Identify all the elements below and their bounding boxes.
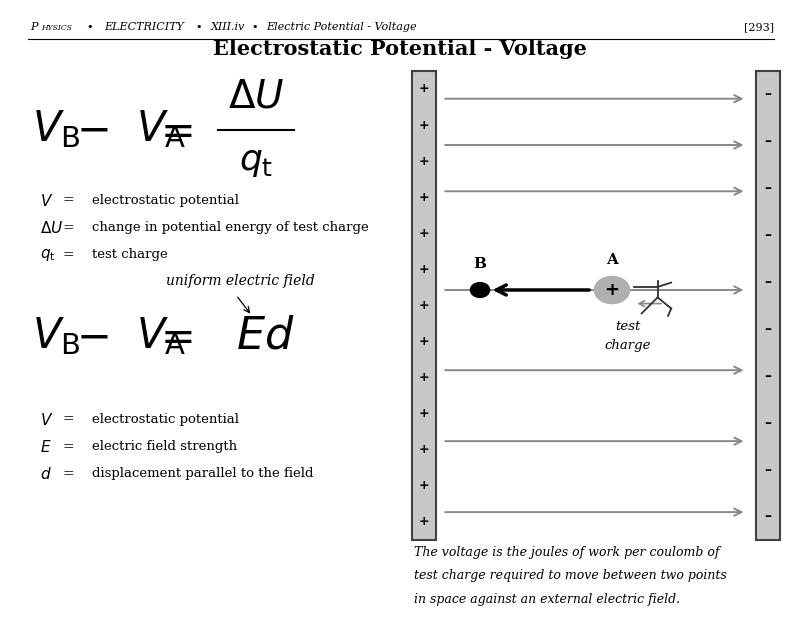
Text: +: + — [418, 443, 430, 456]
Text: $V$: $V$ — [40, 412, 54, 428]
Text: •: • — [195, 22, 202, 32]
Text: $-$: $-$ — [76, 315, 108, 357]
Text: +: + — [418, 371, 430, 384]
Text: $=$: $=$ — [152, 315, 192, 357]
Text: •: • — [86, 22, 93, 32]
Text: –: – — [765, 463, 771, 476]
Text: test: test — [615, 320, 641, 333]
Text: +: + — [418, 407, 430, 420]
Text: $E$: $E$ — [40, 439, 52, 455]
Text: –: – — [765, 181, 771, 195]
Text: =: = — [62, 467, 74, 481]
Text: ELECTRICITY: ELECTRICITY — [104, 22, 184, 32]
Text: electrostatic potential: electrostatic potential — [92, 194, 239, 207]
Text: $Ed$: $Ed$ — [236, 315, 294, 358]
Text: =: = — [62, 221, 74, 234]
Text: displacement parallel to the field: displacement parallel to the field — [92, 467, 314, 481]
Text: –: – — [765, 228, 771, 242]
Text: $-$: $-$ — [76, 109, 108, 151]
Text: +: + — [418, 299, 430, 312]
Text: B: B — [474, 257, 486, 271]
Circle shape — [594, 276, 630, 304]
Text: +: + — [418, 227, 430, 240]
Text: –: – — [765, 369, 771, 383]
Text: +: + — [418, 263, 430, 276]
Text: –: – — [765, 510, 771, 523]
Text: $V$: $V$ — [40, 193, 54, 209]
Text: $V_{\rm A}$: $V_{\rm A}$ — [136, 315, 186, 357]
Text: +: + — [418, 118, 430, 131]
Text: +: + — [418, 191, 430, 204]
Text: +: + — [418, 155, 430, 168]
Text: –: – — [765, 88, 771, 101]
Bar — [756, 71, 780, 540]
Text: $V_{\rm B}$: $V_{\rm B}$ — [32, 315, 80, 357]
Text: A: A — [606, 252, 618, 267]
Text: +: + — [418, 479, 430, 492]
Circle shape — [470, 283, 490, 297]
Text: +: + — [605, 281, 619, 299]
Text: $V_{\rm B}$: $V_{\rm B}$ — [32, 109, 80, 151]
Text: $q_{\rm t}$: $q_{\rm t}$ — [40, 247, 56, 263]
Text: –: – — [765, 322, 771, 336]
Text: =: = — [62, 413, 74, 426]
Text: XIII.iv: XIII.iv — [210, 22, 245, 32]
Text: +: + — [418, 335, 430, 348]
Text: =: = — [62, 440, 74, 453]
Text: uniform electric field: uniform electric field — [166, 274, 314, 288]
Text: +: + — [418, 515, 430, 528]
Text: +: + — [418, 83, 430, 96]
Text: =: = — [62, 248, 74, 262]
Text: HYSICS: HYSICS — [42, 24, 73, 32]
Text: [293]: [293] — [744, 22, 774, 32]
Text: The voltage is the joules of work per coulomb of: The voltage is the joules of work per co… — [414, 546, 720, 559]
Text: =: = — [62, 194, 74, 207]
Text: electrostatic potential: electrostatic potential — [92, 413, 239, 426]
Text: $=$: $=$ — [152, 109, 192, 151]
Text: test charge required to move between two points: test charge required to move between two… — [414, 569, 727, 582]
Text: –: – — [765, 275, 771, 289]
Text: change in potential energy of test charge: change in potential energy of test charg… — [92, 221, 369, 234]
Text: $d$: $d$ — [40, 466, 52, 482]
Text: in space against an external electric field.: in space against an external electric fi… — [414, 593, 681, 606]
Text: $q_{\rm t}$: $q_{\rm t}$ — [239, 144, 273, 179]
Text: electric field strength: electric field strength — [92, 440, 237, 453]
Text: $V_{\rm A}$: $V_{\rm A}$ — [136, 109, 186, 151]
Text: –: – — [765, 135, 771, 148]
Text: charge: charge — [605, 339, 651, 352]
Bar — [412, 71, 436, 540]
Text: Electrostatic Potential - Voltage: Electrostatic Potential - Voltage — [213, 39, 587, 59]
Text: test charge: test charge — [92, 248, 168, 262]
Text: P: P — [30, 22, 38, 32]
Text: –: – — [765, 416, 771, 429]
Text: Electric Potential - Voltage: Electric Potential - Voltage — [266, 22, 417, 32]
Text: $\Delta U$: $\Delta U$ — [228, 79, 284, 116]
Text: $\Delta U$: $\Delta U$ — [40, 220, 63, 236]
Text: •: • — [251, 22, 258, 32]
